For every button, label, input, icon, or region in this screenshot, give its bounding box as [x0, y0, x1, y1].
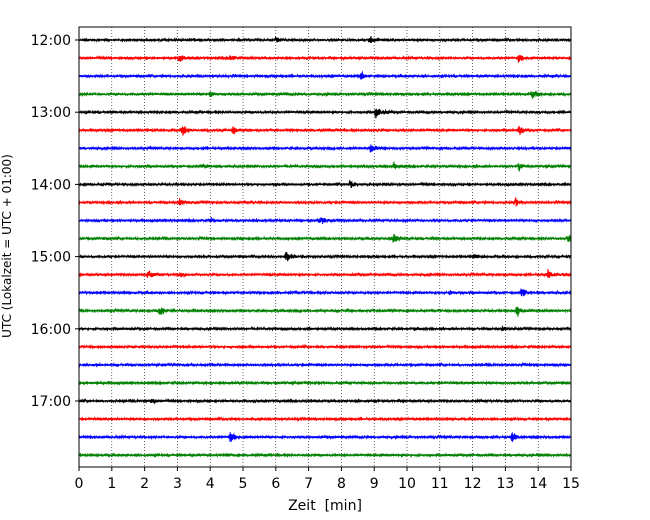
trace-1215 — [78, 54, 572, 63]
trace-1545 — [78, 306, 572, 317]
x-tick-label: 13 — [496, 476, 514, 492]
trace-1300 — [78, 108, 572, 119]
trace-1515 — [78, 268, 572, 278]
x-tick-label: 6 — [271, 476, 280, 492]
x-tick-label: 1 — [107, 476, 116, 492]
trace-1730 — [78, 431, 572, 442]
trace-1400 — [78, 180, 572, 189]
trace-1430 — [78, 216, 572, 224]
trace-1230 — [78, 70, 572, 80]
y-axis-label: UTC (Lokalzeit = UTC + 01:00) — [0, 154, 14, 338]
trace-1500 — [78, 252, 572, 262]
x-tick-label: 0 — [75, 476, 84, 492]
x-tick-label: 7 — [304, 476, 313, 492]
trace-1445 — [78, 234, 572, 243]
x-tick-label: 10 — [398, 476, 416, 492]
y-axis: 12:00 13:00 14:00 15:00 16:00 17:00 — [31, 33, 79, 410]
trace-1345 — [78, 161, 572, 172]
plot-frame — [78, 26, 572, 468]
y-tick-label: 14:00 — [31, 177, 71, 193]
trace-group — [78, 36, 572, 458]
x-tick-label: 12 — [464, 476, 482, 492]
trace-1700 — [78, 397, 572, 405]
x-axis: 0 1 2 3 4 5 6 7 8 9 10 11 12 13 14 15 — [75, 467, 580, 492]
trace-1315 — [78, 125, 572, 136]
x-tick-label: 4 — [206, 476, 215, 492]
trace-1630 — [78, 361, 572, 368]
trace-1415 — [78, 197, 572, 207]
trace-1745 — [78, 452, 572, 458]
trace-1200 — [78, 36, 572, 44]
y-tick-label: 17:00 — [31, 394, 71, 410]
x-tick-label: 8 — [337, 476, 346, 492]
trace-1715 — [78, 416, 572, 422]
grid-lines — [111, 27, 539, 467]
x-tick-label: 11 — [431, 476, 449, 492]
y-tick-label: 15:00 — [31, 250, 71, 266]
x-tick-label: 9 — [370, 476, 379, 492]
x-tick-label: 2 — [140, 476, 149, 492]
x-axis-label: Zeit [min] — [288, 498, 362, 514]
trace-1330 — [78, 144, 572, 153]
trace-1645 — [78, 379, 572, 387]
trace-1600 — [78, 325, 572, 332]
trace-1245 — [78, 90, 572, 99]
x-tick-label: 14 — [529, 476, 547, 492]
x-tick-label: 5 — [239, 476, 248, 492]
y-tick-label: 12:00 — [31, 33, 71, 49]
x-tick-label: 3 — [173, 476, 182, 492]
trace-1530 — [78, 288, 572, 297]
trace-1615 — [78, 343, 572, 350]
x-tick-label: 15 — [562, 476, 580, 492]
y-tick-label: 13:00 — [31, 105, 71, 121]
y-tick-label: 16:00 — [31, 322, 71, 338]
